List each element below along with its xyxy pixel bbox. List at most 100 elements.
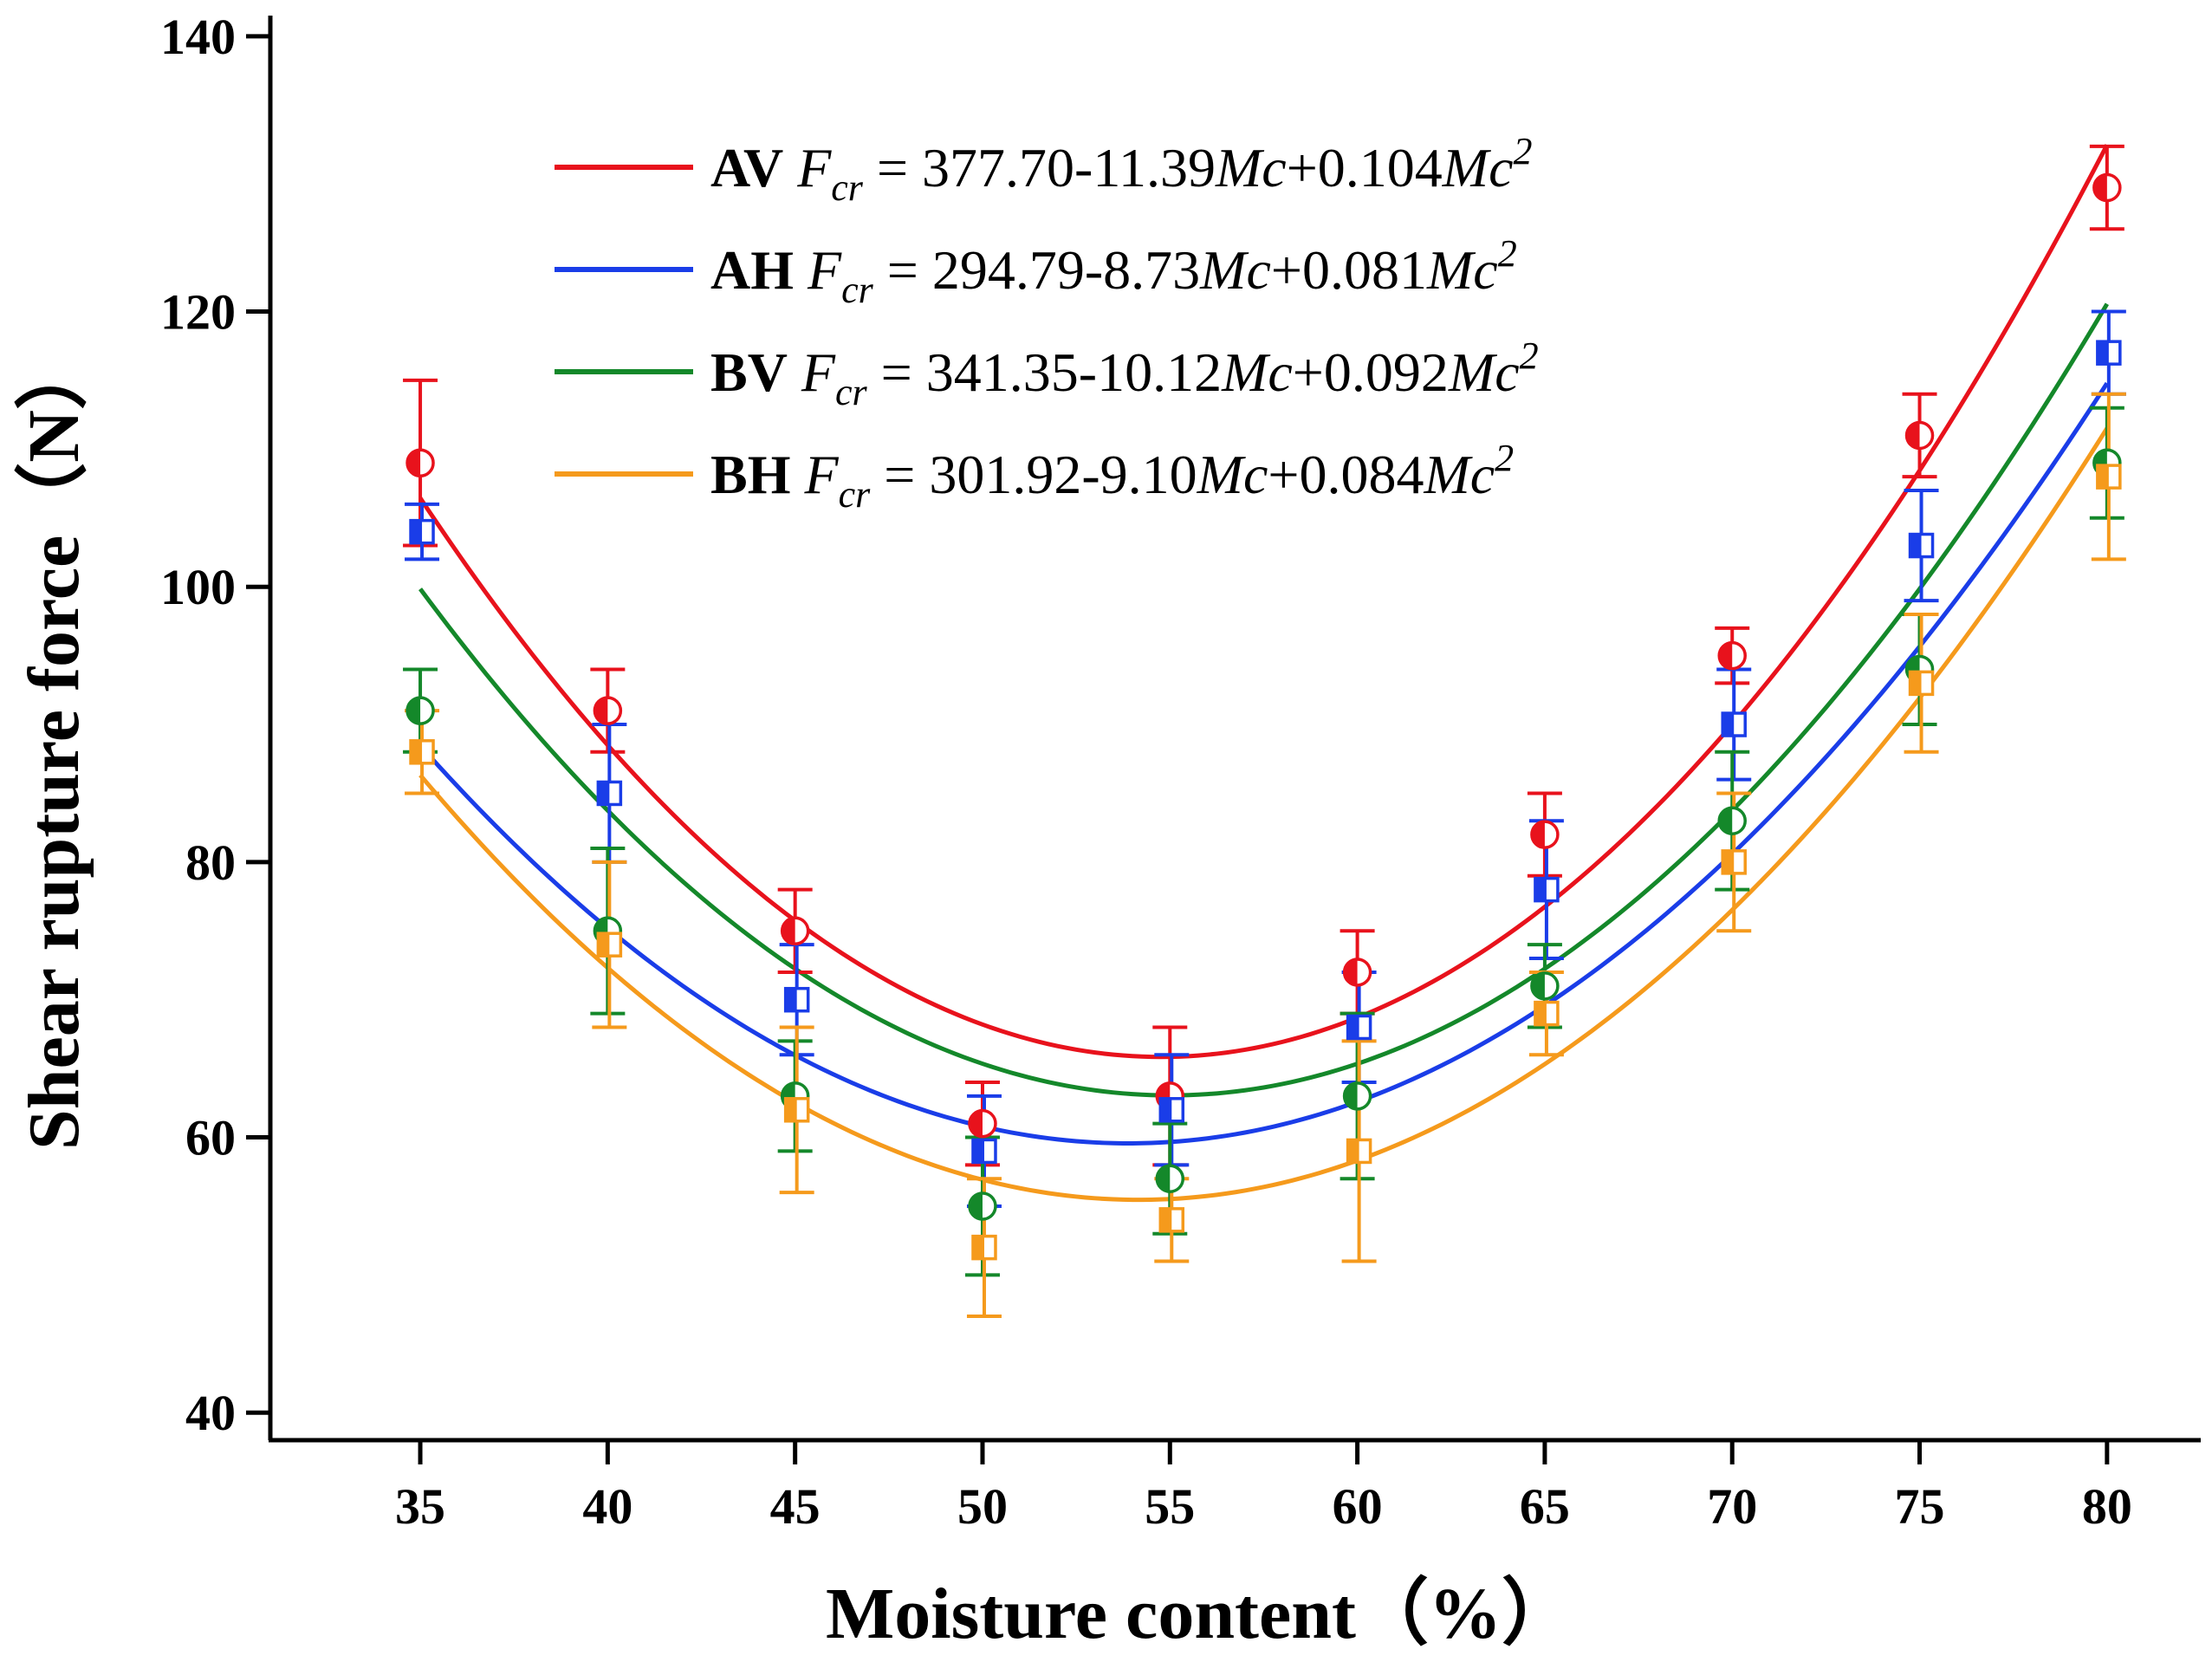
y-tick-label: 80: [185, 834, 236, 891]
fit-curve-ah: [418, 381, 2109, 1146]
legend-part-bh-1: [790, 444, 804, 505]
legend-entry-bh: BH Fcr = 301.92-9.10Mc+0.084Mc2: [710, 437, 1514, 516]
legend-part-av-2: F: [796, 137, 832, 198]
legend-part-bv-5: Mc: [1221, 341, 1293, 403]
marker-fill-av: [2093, 174, 2107, 201]
legend-part-bv-6: +0.092: [1293, 341, 1449, 403]
fit-curve-av: [418, 144, 2110, 1060]
legend-part-bh-8: 2: [1495, 437, 1514, 479]
marker-fill-bv: [1531, 972, 1545, 999]
legend-part-bv-2: F: [801, 341, 836, 403]
marker-fill-av: [1906, 422, 1920, 449]
y-tick-label: 140: [160, 9, 236, 65]
legend-part-ah-0: AH: [710, 239, 794, 301]
legend-part-bv-4: = 341.35-10.12: [867, 341, 1222, 403]
x-tick-label: 60: [1333, 1478, 1383, 1535]
marker-fill-bv: [1719, 808, 1733, 834]
legend-part-bh-7: Mc: [1423, 444, 1495, 505]
marker-fill-bh: [972, 1236, 984, 1259]
y-tick-label: 60: [185, 1110, 236, 1166]
x-axis-title: Moisture content（%）: [826, 1574, 1574, 1654]
y-tick-label: 40: [185, 1385, 236, 1441]
legend-part-av-7: Mc: [1442, 137, 1514, 198]
marker-fill-av: [407, 450, 421, 477]
marker-fill-av: [1344, 958, 1358, 985]
marker-fill-ah: [2097, 341, 2109, 365]
legend: AV Fcr = 377.70-11.39Mc+0.104Mc2 AH Fcr =…: [555, 130, 1539, 516]
x-tick-label: 50: [957, 1478, 1008, 1535]
marker-fill-bv: [1344, 1082, 1358, 1109]
legend-part-bv-8: 2: [1520, 334, 1539, 377]
marker-fill-av: [1719, 642, 1733, 669]
x-tick-label: 70: [1707, 1478, 1757, 1535]
legend-part-bh-5: Mc: [1197, 444, 1268, 505]
legend-part-ah-6: +0.081: [1271, 239, 1427, 301]
axes-group: [246, 16, 2201, 1464]
legend-part-av-6: +0.104: [1287, 137, 1443, 198]
x-tick-label: 75: [1895, 1478, 1945, 1535]
legend-part-av-5: Mc: [1215, 137, 1287, 198]
marker-fill-bh: [2097, 465, 2109, 489]
marker-fill-ah: [1910, 534, 1922, 557]
legend-part-av-8: 2: [1514, 130, 1533, 172]
marker-fill-bh: [1160, 1208, 1172, 1231]
legend-part-av-1: [783, 137, 797, 198]
legend-part-bh-6: +0.084: [1268, 444, 1424, 505]
legend-part-ah-7: Mc: [1426, 239, 1498, 301]
fit-curve-bh: [418, 426, 2109, 1203]
y-tick-label: 100: [160, 559, 236, 615]
legend-part-ah-5: Mc: [1199, 239, 1271, 301]
legend-part-ah-4: = 294.79-8.73: [873, 239, 1200, 301]
marker-fill-ah: [1160, 1098, 1172, 1121]
legend-part-bh-0: BH: [710, 444, 790, 505]
marker-fill-bh: [1534, 1002, 1547, 1025]
marker-fill-bh: [1910, 672, 1922, 695]
marker-fill-av: [594, 698, 608, 724]
marker-fill-ah: [1347, 1016, 1359, 1039]
fit-curve-bv: [418, 302, 2109, 1098]
y-axis-title: Shear rupture force（N）: [14, 337, 94, 1150]
marker-fill-bh: [1347, 1139, 1359, 1163]
legend-part-bh-2: F: [803, 444, 839, 505]
marker-fill-ah: [1534, 878, 1547, 901]
x-tick-label: 65: [1520, 1478, 1570, 1535]
fit-curves-group: [418, 144, 2110, 1203]
marker-fill-av: [782, 918, 795, 945]
marker-fill-ah: [598, 782, 610, 805]
x-tick-label: 40: [582, 1478, 632, 1535]
error-bars-group: [403, 144, 2126, 1319]
x-tick-label: 80: [2082, 1478, 2132, 1535]
x-tick-label: 35: [395, 1478, 445, 1535]
marker-fill-ah: [1722, 713, 1735, 737]
legend-part-bv-0: BV: [710, 341, 788, 403]
marker-fill-ah: [972, 1139, 984, 1163]
markers-group: [405, 172, 2122, 1261]
x-tick-label: 45: [770, 1478, 821, 1535]
y-tick-label: 120: [160, 284, 236, 341]
legend-part-bv-7: Mc: [1448, 341, 1520, 403]
legend-part-ah-2: F: [807, 239, 842, 301]
marker-fill-bh: [785, 1098, 797, 1121]
x-tick-label: 55: [1145, 1478, 1195, 1535]
marker-fill-bh: [1722, 850, 1735, 873]
legend-part-ah-8: 2: [1498, 232, 1517, 275]
marker-fill-bh: [411, 740, 423, 763]
tick-labels-group: 35 40 45 50 55 60 65 70 75 80 40 60 80 100 120 140: [160, 9, 2132, 1535]
legend-part-av-0: AV: [710, 137, 783, 198]
marker-fill-bv: [969, 1192, 983, 1219]
marker-fill-ah: [411, 520, 423, 543]
legend-entry-bv: BV Fcr = 341.35-10.12Mc+0.092Mc2: [710, 334, 1539, 413]
legend-part-av-4: = 377.70-11.39: [863, 137, 1216, 198]
legend-entry-av: AV Fcr = 377.70-11.39Mc+0.104Mc2: [710, 130, 1533, 209]
legend-part-ah-1: [794, 239, 808, 301]
legend-part-av-3: cr: [831, 166, 864, 209]
marker-fill-av: [1531, 821, 1545, 848]
marker-fill-ah: [785, 988, 797, 1011]
marker-fill-av: [969, 1110, 983, 1137]
legend-part-bh-4: = 301.92-9.10: [870, 444, 1197, 505]
marker-fill-bh: [598, 933, 610, 957]
marker-fill-bv: [1157, 1165, 1171, 1192]
marker-fill-bv: [407, 698, 421, 724]
